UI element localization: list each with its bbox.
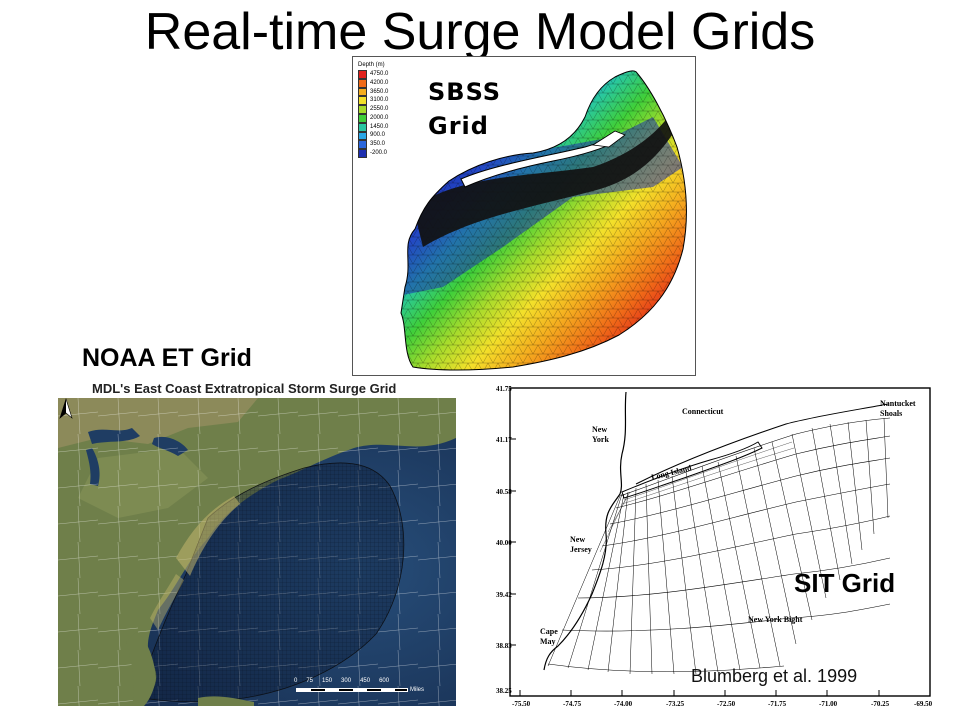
place-label: New (570, 535, 585, 544)
legend-swatch (358, 105, 367, 114)
x-tick-label: -75.50 (512, 700, 531, 708)
scale-tick: 450 (360, 678, 371, 684)
legend-row: -200.0 (358, 149, 388, 158)
place-label: New (592, 425, 607, 434)
place-label: Shoals (880, 409, 902, 418)
slide-title: Real-time Surge Model Grids (144, 3, 816, 61)
scale-tick: 300 (341, 678, 352, 684)
x-tick-label: -71.00 (819, 700, 838, 708)
legend-row: 3650.0 (358, 87, 389, 97)
noaa-map-graphic (58, 398, 456, 706)
legend-value: 350.0 (370, 141, 386, 148)
place-label: New York Bight (748, 615, 803, 624)
legend-swatch (358, 122, 367, 132)
legend-row: 4750.0 (358, 70, 388, 79)
x-tick-label: -74.75 (563, 700, 582, 708)
legend-row: 350.0 (358, 140, 388, 150)
sit-grid-map: 41.75 41.17 40.58 40.00 39.42 38.83 38.2… (496, 385, 933, 708)
sit-grid-figure: 41.75 41.17 40.58 40.00 39.42 38.83 38.2… (496, 384, 936, 710)
legend-row: 3100.0 (358, 96, 389, 106)
scale-tick: 600 (379, 678, 390, 684)
x-tick-label: -72.50 (717, 700, 736, 708)
north-arrow-icon (59, 398, 73, 419)
scale-tick: 0 (294, 678, 298, 684)
noaa-scale-bar: 0 75 150 300 450 600 Miles (294, 678, 424, 700)
legend-value: 4750.0 (370, 70, 389, 77)
noaa-et-grid-map: 0 75 150 300 450 600 Miles (58, 398, 456, 706)
legend-value: 3100.0 (370, 97, 389, 104)
legend-value: 2550.0 (370, 106, 389, 113)
sbss-label-line1: SBSS (428, 78, 502, 106)
noaa-map-caption: MDL's East Coast Extratropical Storm Sur… (92, 381, 397, 396)
legend-swatch (358, 149, 367, 158)
legend-swatch (358, 96, 367, 106)
legend-row: 2000.0 (358, 113, 389, 123)
legend-value: 3650.0 (370, 88, 389, 95)
y-tick-label: 39.42 (496, 591, 512, 599)
y-tick-label: 40.58 (496, 488, 512, 496)
place-label: Cape (540, 627, 558, 636)
citation: Blumberg et al. 1999 (691, 666, 858, 686)
place-label: May (540, 637, 556, 646)
sbss-grid-map (400, 70, 687, 371)
sbss-label-line2: Grid (428, 112, 489, 140)
y-tick-label: 38.25 (496, 687, 512, 695)
y-tick-label: 41.75 (496, 385, 512, 393)
legend-row: 2550.0 (358, 105, 388, 114)
legend-title: Depth (m) (358, 62, 385, 68)
place-label: Jersey (570, 545, 592, 554)
legend-swatch (358, 113, 367, 123)
legend-row: 4200.0 (358, 78, 389, 88)
legend-value: 900.0 (370, 132, 386, 139)
legend-swatch (358, 70, 367, 79)
x-tick-label: -74.00 (614, 700, 633, 708)
sbss-depth-legend: Depth (m) 4750.0 4200.0 3650.0 3100.0 25… (358, 61, 388, 158)
noaa-et-grid-label: NOAA ET Grid (82, 344, 252, 372)
sit-grid-label: SIT Grid (794, 568, 896, 598)
x-tick-label: -69.50 (914, 700, 933, 708)
legend-swatch (358, 87, 367, 97)
scale-tick: 150 (322, 678, 333, 684)
legend-value: 1450.0 (370, 123, 389, 130)
legend-value: 4200.0 (370, 79, 389, 86)
y-tick-label: 41.17 (496, 436, 512, 444)
scale-bar-line (296, 688, 408, 692)
place-label: York (592, 435, 609, 444)
legend-value: 2000.0 (370, 114, 389, 121)
scale-ticks: 0 75 150 300 450 600 (294, 678, 398, 684)
x-tick-label: -73.25 (666, 700, 685, 708)
place-label: Nantucket (880, 399, 916, 408)
sbss-grid-label: SBSS Grid (428, 75, 501, 143)
y-tick-label: 38.83 (496, 642, 512, 650)
legend-swatch (358, 140, 367, 150)
legend-row: 900.0 (358, 131, 388, 141)
x-tick-label: -71.75 (768, 700, 787, 708)
place-label: Connecticut (682, 407, 724, 416)
sbss-grid-figure: Depth (m) 4750.0 4200.0 3650.0 3100.0 25… (352, 56, 696, 376)
x-tick-label: -70.25 (871, 700, 890, 708)
y-tick-label: 40.00 (496, 539, 512, 547)
scale-unit: Miles (410, 687, 425, 693)
legend-row: 1450.0 (358, 122, 389, 132)
legend-swatch (358, 78, 367, 88)
scale-tick: 75 (306, 678, 314, 684)
legend-swatch (358, 131, 367, 141)
legend-value: -200.0 (370, 150, 388, 157)
